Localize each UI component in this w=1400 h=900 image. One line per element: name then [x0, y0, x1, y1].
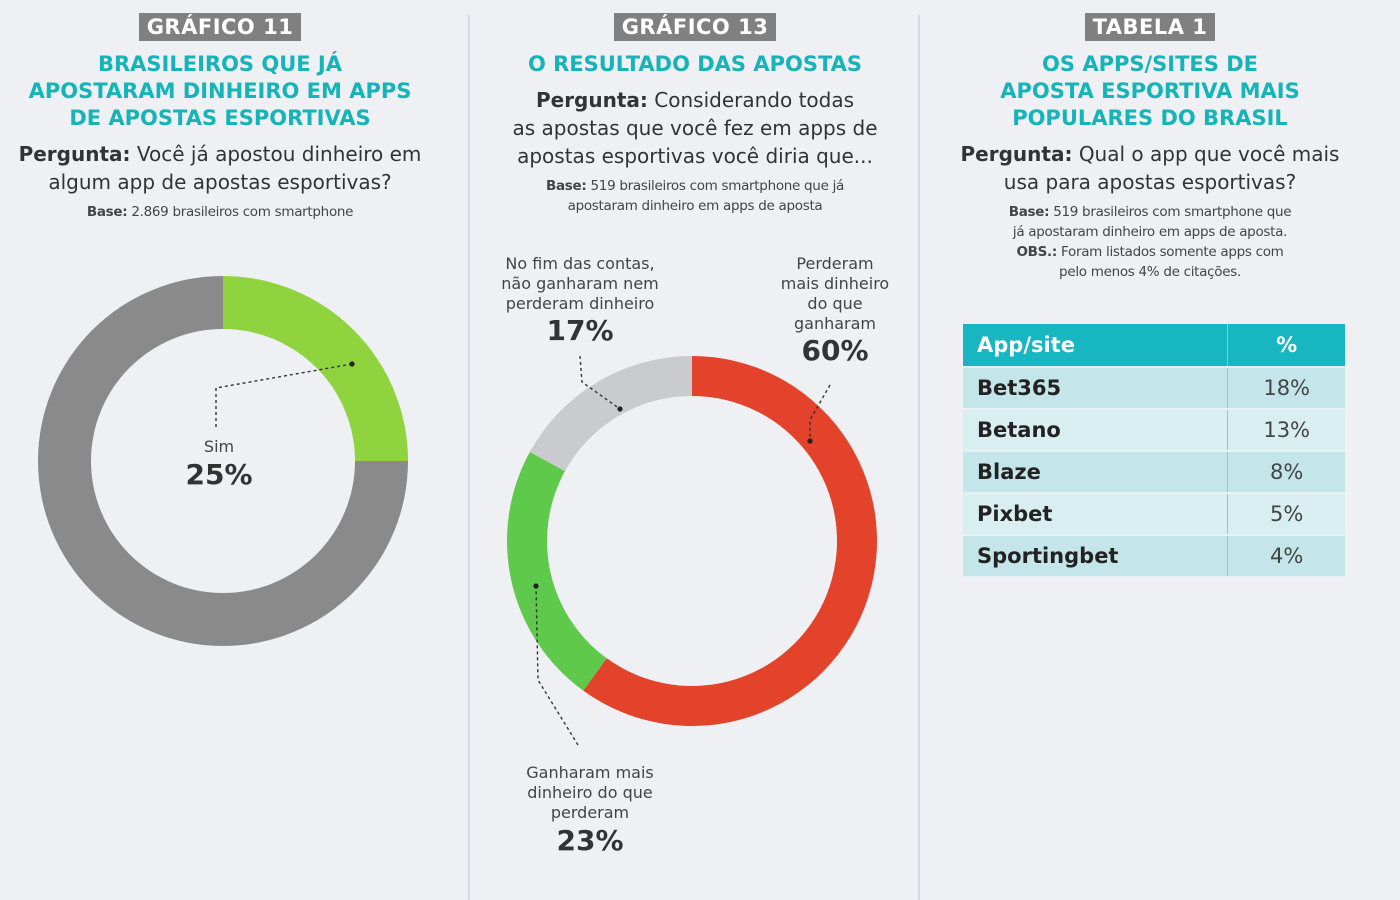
leader-neutro [579, 355, 621, 410]
table-row: Sportingbet 4% [963, 535, 1345, 578]
slice-label-sim: Sim [204, 437, 234, 456]
column-header-percent: % [1227, 324, 1345, 368]
leader-ganharam-dot [533, 583, 539, 589]
question: Pergunta: Você já apostou dinheiro em al… [0, 140, 440, 196]
apps-table: App/site % Bet365 18% Betano 13% Blaze 8% Pixb… [963, 324, 1345, 578]
panel-tag: GRÁFICO 13 [613, 13, 777, 41]
base-label: Base: [546, 178, 587, 194]
panel-tag: GRÁFICO 11 [138, 13, 302, 41]
title-line: DE APOSTAS ESPORTIVAS [69, 106, 371, 130]
app-name-cell: Betano [963, 409, 1228, 452]
leader-perderam-dot [807, 438, 813, 444]
leader-perderam [809, 384, 831, 441]
slice-label-neutro: não ganharam nem [501, 274, 659, 293]
obs-label: OBS.: [1016, 244, 1057, 260]
slice-label-perderam: Perderam [796, 254, 873, 273]
question-text: Qual o app que você mais [1078, 142, 1340, 166]
title-line: BRASILEIROS QUE JÁ [98, 52, 342, 76]
title-line: APOSTARAM DINHEIRO EM APPS [28, 79, 412, 103]
divider-right [918, 15, 920, 900]
base-note: Base: 519 brasileiros com smartphone que… [900, 202, 1400, 282]
slice-value-neutro: 17% [546, 314, 613, 347]
table-row: Blaze 8% [963, 451, 1345, 494]
table-row: Bet365 18% [963, 367, 1345, 410]
base-label: Base: [1008, 204, 1050, 220]
question-text: Considerando todas [654, 88, 855, 112]
app-name-cell: Blaze [963, 451, 1228, 494]
panel-grafico-11: GRÁFICO 11 BRASILEIROS QUE JÁ APOSTARAM … [0, 0, 440, 900]
title-line: POPULARES DO BRASIL [1012, 106, 1288, 130]
donut-slice-2 [529, 356, 692, 472]
slice-label-neutro: perderam dinheiro [506, 294, 655, 313]
question: Pergunta: Qual o app que você mais usa p… [900, 140, 1400, 196]
app-percent-cell: 8% [1227, 451, 1345, 494]
panel-tag: TABELA 1 [1084, 13, 1216, 41]
question-text: apostas esportivas você diria que... [517, 144, 873, 168]
question-text: as apostas que você fez em apps de [512, 116, 878, 140]
donut-slice-0 [223, 276, 408, 461]
app-percent-cell: 5% [1227, 493, 1345, 536]
question-label: Pergunta: [18, 142, 131, 166]
base-note: Base: 519 brasileiros com smartphone que… [470, 176, 920, 216]
title-line: O RESULTADO DAS APOSTAS [527, 52, 863, 76]
base-text: 2.869 brasileiros com smartphone [131, 204, 354, 220]
slice-label-neutro: No fim das contas, [505, 254, 654, 273]
leader-ganharam [535, 585, 579, 746]
base-text: 519 brasileiros com smartphone que [1053, 204, 1292, 220]
table-body: Bet365 18% Betano 13% Blaze 8% Pixbet 5% Sportin… [963, 367, 1345, 578]
title-line: OS APPS/SITES DE [1042, 52, 1258, 76]
table-row: Pixbet 5% [963, 493, 1345, 536]
base-note: Base: 2.869 brasileiros com smartphone [0, 202, 440, 222]
app-name-cell: Bet365 [963, 367, 1228, 410]
donut-chart-apostou: Sim 25% [38, 276, 408, 646]
panel-tabela-1: TABELA 1 OS APPS/SITES DE APOSTA ESPORTI… [920, 0, 1400, 900]
app-percent-cell: 18% [1227, 367, 1345, 410]
donut-slice-1 [507, 451, 607, 691]
leader-sim-dot [349, 361, 355, 367]
slice-label-perderam: ganharam [794, 314, 876, 333]
table-row: Betano 13% [963, 409, 1345, 452]
question-text: algum app de apostas esportivas? [48, 170, 392, 194]
table-header-row: App/site % [963, 324, 1345, 368]
panel-title: O RESULTADO DAS APOSTAS [470, 51, 920, 78]
column-header-app: App/site [963, 324, 1228, 368]
question: Pergunta: Considerando todas as apostas … [470, 86, 920, 170]
app-percent-cell: 13% [1227, 409, 1345, 452]
slice-label-perderam: mais dinheiro [781, 274, 889, 293]
slice-value-perderam: 60% [801, 334, 868, 367]
app-name-cell: Pixbet [963, 493, 1228, 536]
donut-slice-0 [583, 356, 877, 726]
slice-label-perderam: do que [807, 294, 862, 313]
app-name-cell: Sportingbet [963, 535, 1228, 578]
panel-grafico-13: GRÁFICO 13 O RESULTADO DAS APOSTAS Pergu… [470, 0, 920, 900]
slice-value-sim: 25% [185, 458, 252, 491]
slice-value-ganharam: 23% [556, 824, 623, 857]
obs-text: pelo menos 4% de citações. [1059, 264, 1241, 280]
base-text: já apostaram dinheiro em apps de aposta. [1012, 224, 1288, 240]
base-text: apostaram dinheiro em apps de aposta [567, 198, 823, 214]
divider-left [468, 15, 470, 900]
base-text: 519 brasileiros com smartphone que já [590, 178, 845, 194]
slice-label-ganharam: perderam [551, 803, 629, 822]
title-line: APOSTA ESPORTIVA MAIS [1000, 79, 1300, 103]
app-percent-cell: 4% [1227, 535, 1345, 578]
question-label: Pergunta: [960, 142, 1073, 166]
panel-title: BRASILEIROS QUE JÁ APOSTARAM DINHEIRO EM… [0, 51, 440, 132]
question-text: usa para apostas esportivas? [1003, 170, 1297, 194]
leader-neutro-dot [617, 406, 623, 412]
question-label: Pergunta: [535, 88, 648, 112]
slice-label-ganharam: dinheiro do que [527, 783, 652, 802]
question-text: Você já apostou dinheiro em [136, 142, 422, 166]
panel-title: OS APPS/SITES DE APOSTA ESPORTIVA MAIS P… [900, 51, 1400, 132]
obs-text: Foram listados somente apps com [1061, 244, 1284, 260]
leader-sim [215, 363, 353, 427]
base-label: Base: [86, 204, 128, 220]
slice-label-ganharam: Ganharam mais [526, 763, 654, 782]
